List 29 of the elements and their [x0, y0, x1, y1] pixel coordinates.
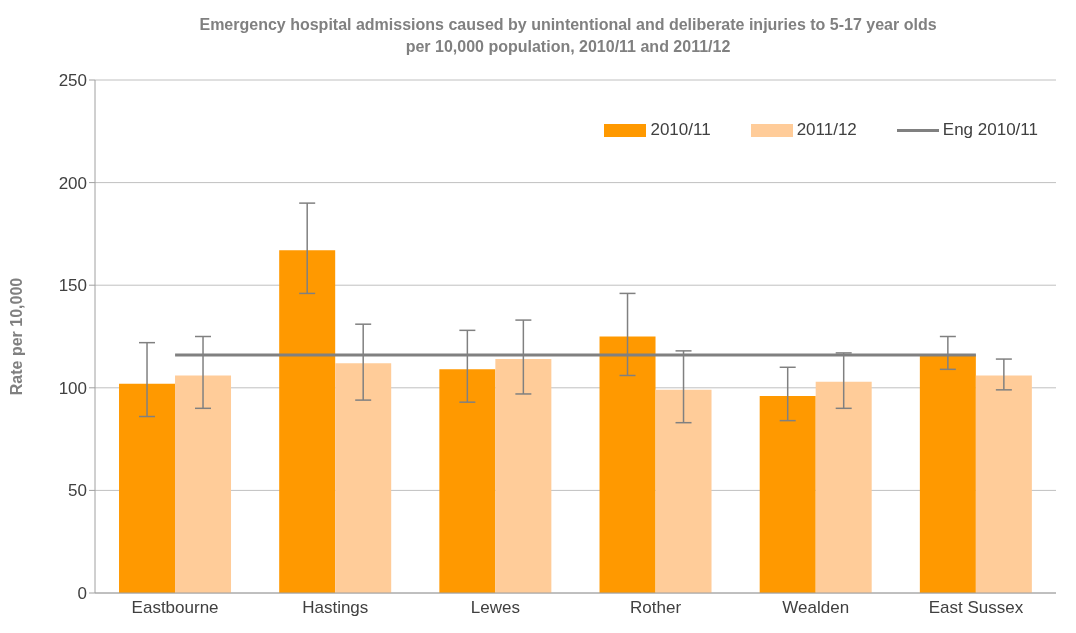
y-tick-label: 0: [77, 584, 87, 604]
bar: [655, 389, 712, 593]
x-tick-label: Rother: [630, 598, 682, 618]
bar: [119, 383, 176, 593]
x-tick-label: East Sussex: [928, 598, 1024, 618]
y-tick-label: 150: [58, 276, 87, 296]
x-tick-label: Wealden: [782, 598, 850, 618]
bar: [175, 375, 232, 593]
x-tick-label: Lewes: [470, 598, 520, 618]
bar: [815, 381, 872, 593]
y-tick-label: 100: [58, 378, 87, 398]
legend-label: 2011/12: [796, 120, 857, 140]
y-axis-title: Rate per 10,000: [7, 277, 25, 396]
x-tick-label: Hastings: [302, 598, 369, 618]
bar: [599, 336, 656, 593]
bar: [335, 363, 392, 593]
legend-label: 2010/11: [650, 120, 711, 140]
bar: [439, 369, 496, 593]
y-tick-label: 200: [58, 173, 87, 193]
bar: [759, 396, 816, 593]
x-tick-label: Eastbourne: [131, 598, 219, 618]
legend-label: Eng 2010/11: [942, 120, 1038, 140]
bar: [495, 359, 552, 593]
bar: [975, 375, 1032, 593]
chart-title: Emergency hospital admissions caused by unintentional and deliberate injuries to 5-17 year olds per 10,000 population, 2010/11 and 2011/12: [198, 15, 938, 57]
y-tick-label: 250: [58, 71, 87, 91]
bar: [919, 354, 976, 593]
bar: [279, 250, 336, 593]
y-tick-label: 50: [68, 481, 87, 501]
